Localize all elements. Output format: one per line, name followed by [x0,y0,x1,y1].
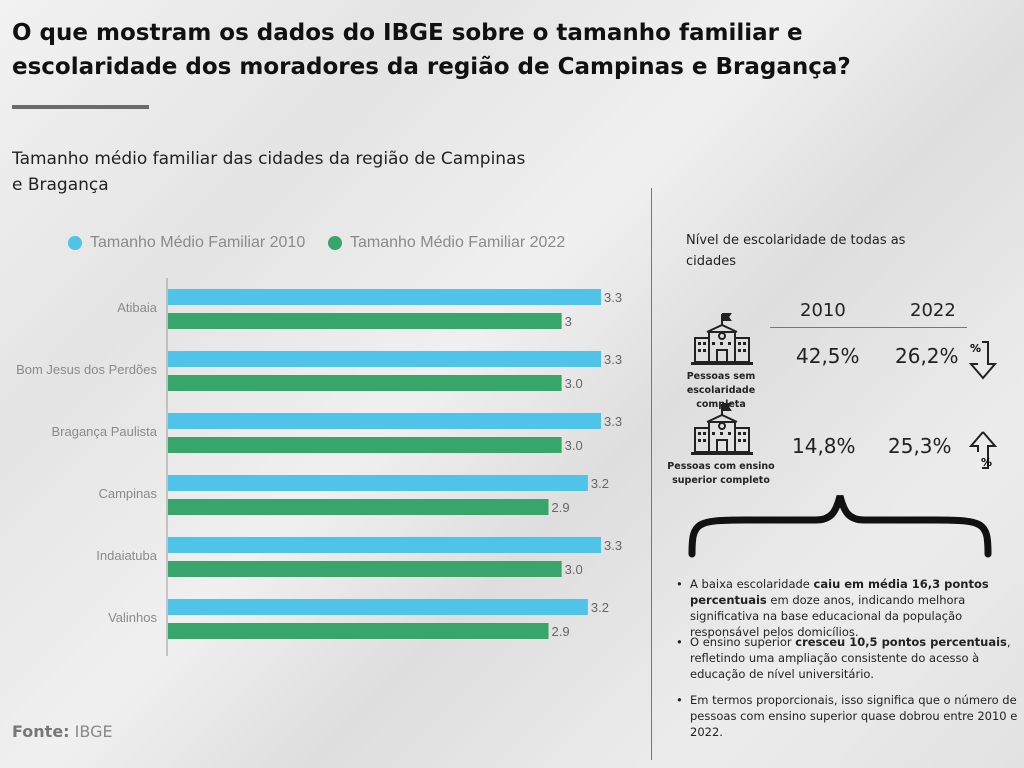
bullet-text: O ensino superior [690,635,796,649]
bar-2010 [168,537,601,553]
bar-2010 [168,413,601,429]
school-icon [691,312,753,372]
insight-bullet: A baixa escolaridade caiu em média 16,3 … [676,576,1021,640]
source: Fonte: IBGE [12,722,113,741]
bar-2022 [168,623,549,639]
category-label: Bom Jesus dos Perdões [16,362,157,377]
bullet-text: , refletindo uma ampliação consistente d… [690,635,1011,681]
percent-down-icon: % [968,340,998,384]
bar-chart: Atibaia 3.3 3 Bom Jesus dos Perdões 3.3 3.0 Br… [16,278,622,656]
title-underline [12,105,149,109]
bar-2022 [168,561,562,577]
data-label: 3.0 [565,562,583,577]
value-2022: 25,3% [888,434,952,458]
brace-icon [688,495,992,558]
category-label: Campinas [98,486,157,501]
value-2010: 14,8% [792,434,856,458]
legend-item-2022: Tamanho Médio Familiar 2022 [328,234,565,252]
bar-2010 [168,599,588,615]
data-label: 3.2 [591,476,609,491]
data-label: 3.3 [604,538,622,553]
data-label: 3.3 [604,414,622,429]
source-label: Fonte: [12,722,70,741]
data-label: 3.3 [604,290,622,305]
category-label: Indaiatuba [96,548,157,563]
bar-2010 [168,289,601,305]
year-header: 2010 [800,300,846,321]
bar-2010 [168,475,588,491]
legend-item-2010: Tamanho Médio Familiar 2010 [68,234,305,252]
divider [651,188,652,760]
data-label: 3.3 [604,352,622,367]
bar-2022 [168,313,562,329]
svg-text:%: % [981,456,992,469]
value-2022: 26,2% [895,344,959,368]
data-label: 3.2 [591,600,609,615]
bullet-text: A baixa escolaridade [690,577,814,591]
source-value: IBGE [74,722,113,741]
bar-2010 [168,351,601,367]
svg-text:%: % [970,342,981,355]
category-label: Bragança Paulista [51,424,157,439]
value-2010: 42,5% [796,344,860,368]
school-icon [691,402,753,462]
data-label: 2.9 [552,500,570,515]
data-label: 3 [565,314,572,329]
bullet-text: Em termos proporcionais, isso significa … [690,693,1018,739]
row-label: Pessoas sem escolaridade completa [686,371,756,410]
data-label: 2.9 [552,624,570,639]
insight-bullet: O ensino superior cresceu 10,5 pontos pe… [676,634,1021,682]
year-header: 2022 [910,300,956,321]
data-label: 3.0 [565,438,583,453]
percent-up-icon: % [968,430,998,474]
legend-swatch-2022 [328,236,342,250]
category-label: Atibaia [117,300,158,315]
chart-title: Tamanho médio familiar das cidades da re… [12,149,526,195]
legend-label: Tamanho Médio Familiar 2010 [90,234,306,251]
bullet-emphasis: cresceu 10,5 pontos percentuais [795,635,1007,649]
legend-label: Tamanho Médio Familiar 2022 [350,234,566,251]
legend-swatch-2010 [68,236,82,250]
data-label: 3.0 [565,376,583,391]
header-rule [770,327,967,328]
row-label: Pessoas com ensino superior completo [667,461,775,486]
bar-2022 [168,375,562,391]
page-title: O que mostram os dados do IBGE sobre o t… [12,20,851,80]
bar-2022 [168,437,562,453]
education-title: Nível de escolaridade de todas as cidade… [686,233,906,269]
bullet-emphasis: caiu em média 16,3 pontos percentuais [690,577,989,607]
insight-bullet: Em termos proporcionais, isso significa … [676,692,1021,740]
bar-2022 [168,499,549,515]
category-label: Valinhos [108,610,157,625]
